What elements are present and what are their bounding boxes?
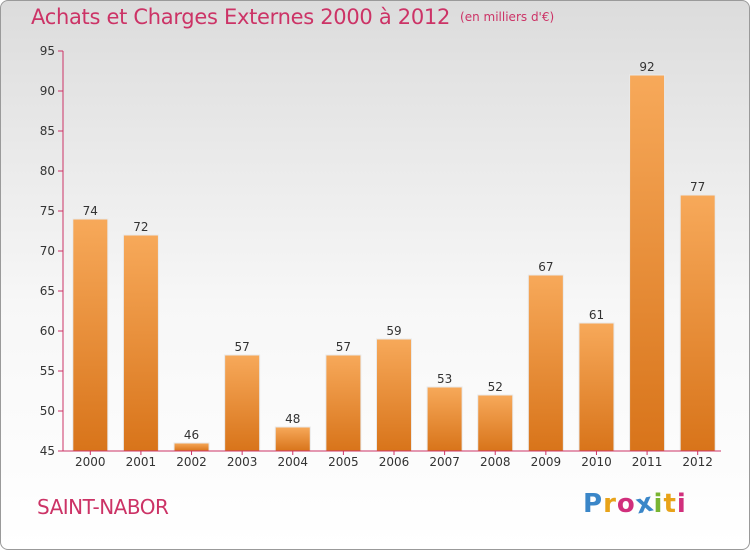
value-label-2003: 57 bbox=[235, 340, 250, 354]
value-label-2011: 92 bbox=[639, 60, 654, 74]
x-tick-label-2012: 2012 bbox=[682, 455, 713, 469]
y-tick-label-50: 50 bbox=[40, 404, 55, 418]
logo-letter: o bbox=[616, 489, 636, 519]
logo-letter: P bbox=[583, 489, 604, 519]
bar-2002 bbox=[173, 442, 210, 452]
value-label-2008: 52 bbox=[488, 380, 503, 394]
x-tick-label-2008: 2008 bbox=[480, 455, 511, 469]
y-tick-label-55: 55 bbox=[40, 364, 55, 378]
x-tick-label-2006: 2006 bbox=[379, 455, 410, 469]
bar-2006 bbox=[376, 338, 412, 452]
logo-letter: t bbox=[663, 489, 677, 519]
value-label-2004: 48 bbox=[285, 412, 300, 426]
value-label-2005: 57 bbox=[336, 340, 351, 354]
chart-unit: (en milliers d'€) bbox=[460, 10, 555, 24]
bar-2001 bbox=[122, 234, 159, 452]
logo-letter: r bbox=[603, 489, 617, 519]
y-tick-label-65: 65 bbox=[40, 284, 55, 298]
x-tick-label-2000: 2000 bbox=[75, 455, 106, 469]
chart-title: Achats et Charges Externes 2000 à 2012 bbox=[31, 5, 451, 29]
bar-2012 bbox=[679, 194, 716, 452]
value-label-2006: 59 bbox=[386, 324, 401, 338]
y-tick-label-85: 85 bbox=[40, 124, 55, 138]
value-label-2002: 46 bbox=[184, 428, 199, 442]
y-tick-label-90: 90 bbox=[40, 84, 55, 98]
bar-2000 bbox=[72, 218, 109, 452]
bar-2011 bbox=[629, 74, 666, 452]
x-tick-label-2005: 2005 bbox=[328, 455, 359, 469]
y-tick-label-80: 80 bbox=[40, 164, 55, 178]
y-tick-label-60: 60 bbox=[40, 324, 55, 338]
x-tick-label-2004: 2004 bbox=[277, 455, 308, 469]
axes-group: 2000 2001 2002 2003 2004 2005 2006 2007 2008 2009… bbox=[40, 44, 721, 469]
value-label-2012: 77 bbox=[690, 180, 705, 194]
y-tick-label-95: 95 bbox=[40, 44, 55, 58]
x-tick-label-2003: 2003 bbox=[227, 455, 258, 469]
x-tick-label-2007: 2007 bbox=[429, 455, 460, 469]
value-label-2010: 61 bbox=[589, 308, 604, 322]
x-tick-label-2001: 2001 bbox=[126, 455, 157, 469]
value-label-2009: 67 bbox=[538, 260, 553, 274]
x-tick-label-2002: 2002 bbox=[176, 455, 207, 469]
bar-2010 bbox=[578, 322, 615, 452]
bar-2004 bbox=[274, 426, 311, 452]
chart-title-block: Achats et Charges Externes 2000 à 2012 (e… bbox=[31, 5, 554, 29]
bar-2009 bbox=[527, 274, 564, 452]
bar-2007 bbox=[426, 386, 463, 452]
bar-2005 bbox=[325, 354, 362, 452]
x-tick-label-2009: 2009 bbox=[531, 455, 562, 469]
y-tick-label-70: 70 bbox=[40, 244, 55, 258]
bars-group: 74 72 46 57 48 57 59 53 52 67 61 92 77 bbox=[72, 60, 716, 452]
proxiti-logo[interactable]: Proxiti bbox=[583, 487, 687, 520]
x-tick-label-2011: 2011 bbox=[632, 455, 663, 469]
value-label-2007: 53 bbox=[437, 372, 452, 386]
city-name: SAINT-NABOR bbox=[37, 495, 169, 519]
logo-letter: i bbox=[653, 489, 664, 519]
y-tick-label-75: 75 bbox=[40, 204, 55, 218]
value-label-2001: 72 bbox=[133, 220, 148, 234]
logo-letter: i bbox=[676, 489, 687, 519]
x-tick-label-2010: 2010 bbox=[581, 455, 612, 469]
value-label-2000: 74 bbox=[83, 204, 98, 218]
bar-2008 bbox=[477, 394, 514, 452]
bar-2003 bbox=[224, 354, 261, 452]
y-tick-label-45: 45 bbox=[40, 444, 55, 458]
